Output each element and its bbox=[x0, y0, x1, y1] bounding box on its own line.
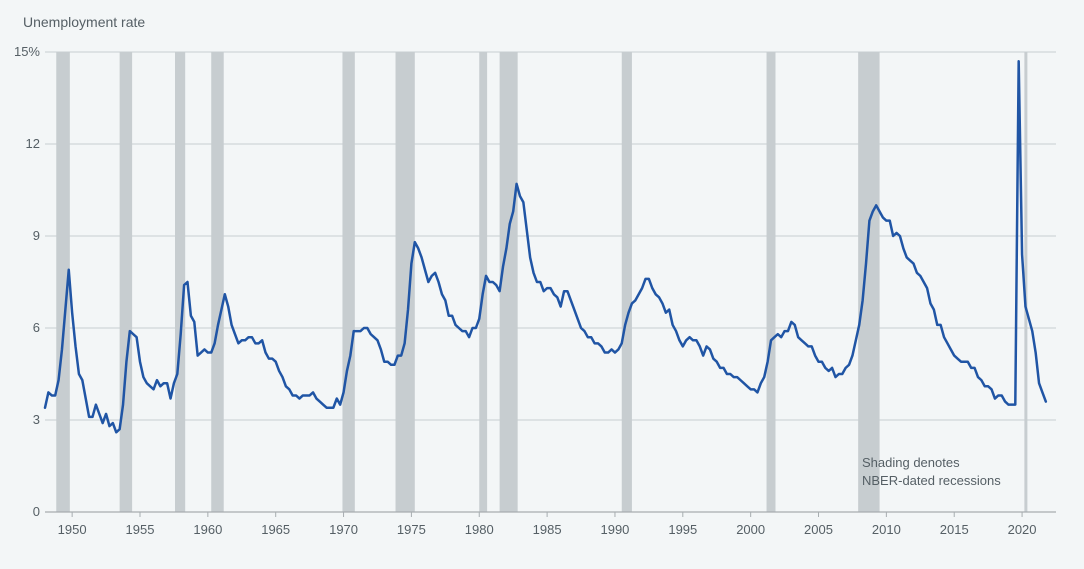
x-axis-label: 1975 bbox=[397, 522, 426, 537]
x-axis-label: 1970 bbox=[329, 522, 358, 537]
x-axis-label: 2020 bbox=[1008, 522, 1037, 537]
recession-bar bbox=[211, 52, 223, 512]
recession-annotation: Shading denotes NBER-dated recessions bbox=[862, 454, 1001, 490]
x-axis-label: 1955 bbox=[126, 522, 155, 537]
x-axis-label: 1990 bbox=[600, 522, 629, 537]
unemployment-line bbox=[45, 61, 1046, 432]
x-axis-label: 2005 bbox=[804, 522, 833, 537]
x-axis-label: 2000 bbox=[736, 522, 765, 537]
recession-bar bbox=[622, 52, 632, 512]
x-axis-label: 2010 bbox=[872, 522, 901, 537]
recession-bar bbox=[175, 52, 185, 512]
y-axis-label: 15% bbox=[10, 44, 40, 59]
x-axis-label: 1985 bbox=[533, 522, 562, 537]
annotation-line-2: NBER-dated recessions bbox=[862, 473, 1001, 488]
y-axis-label: 6 bbox=[10, 320, 40, 335]
recession-bar bbox=[120, 52, 132, 512]
x-axis-label: 1965 bbox=[261, 522, 290, 537]
x-axis-label: 1980 bbox=[465, 522, 494, 537]
x-axis-label: 1950 bbox=[58, 522, 87, 537]
unemployment-chart: Unemployment rate Shading denotes NBER-d… bbox=[0, 0, 1084, 569]
recession-bar bbox=[500, 52, 518, 512]
y-axis-label: 0 bbox=[10, 504, 40, 519]
recession-bar bbox=[767, 52, 776, 512]
y-axis-label: 3 bbox=[10, 412, 40, 427]
annotation-line-1: Shading denotes bbox=[862, 455, 960, 470]
x-axis-label: 1960 bbox=[193, 522, 222, 537]
x-axis-label: 2015 bbox=[940, 522, 969, 537]
recession-bar bbox=[396, 52, 415, 512]
recession-bar bbox=[342, 52, 354, 512]
recession-bar bbox=[858, 52, 879, 512]
y-axis-label: 12 bbox=[10, 136, 40, 151]
x-axis-label: 1995 bbox=[668, 522, 697, 537]
y-axis-label: 9 bbox=[10, 228, 40, 243]
